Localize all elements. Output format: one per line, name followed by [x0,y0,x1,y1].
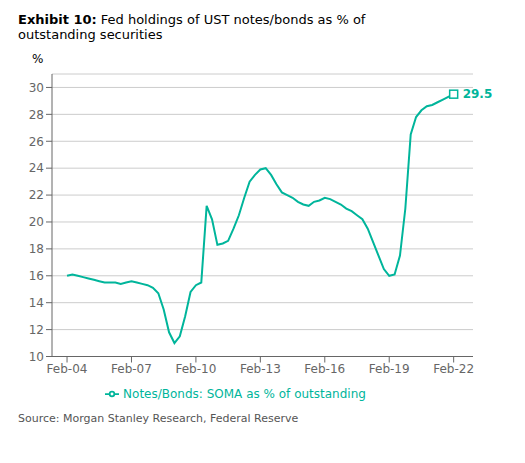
svg-text:26: 26 [29,135,44,149]
svg-text:30: 30 [29,81,44,95]
svg-text:20: 20 [29,215,44,229]
svg-text:10: 10 [29,350,44,364]
svg-text:16: 16 [29,269,44,283]
svg-text:Feb-07: Feb-07 [111,362,152,376]
svg-text:Feb-10: Feb-10 [175,362,216,376]
svg-text:29.5: 29.5 [463,87,493,101]
svg-text:Feb-22: Feb-22 [433,362,474,376]
svg-text:18: 18 [29,242,44,256]
svg-text:22: 22 [29,188,44,202]
svg-text:28: 28 [29,108,44,122]
html-text:Exhibit 10: Fed holdings of US: Exhibit 10: Fed holdings of UST notes/bo… [18,12,366,42]
svg-text:14: 14 [29,296,44,310]
html-text:Source: Morgan Stanley Researc: Source: Morgan Stanley Research, Federal… [18,412,299,425]
svg-text:12: 12 [29,323,44,337]
svg-text:Feb-19: Feb-19 [369,362,410,376]
svg-text:Feb-13: Feb-13 [240,362,281,376]
svg-text:Feb-04: Feb-04 [47,362,88,376]
svg-text:24: 24 [29,161,44,175]
svg-text:Feb-16: Feb-16 [304,362,345,376]
html-text:Notes/Bonds: SOMA as % of outs: Notes/Bonds: SOMA as % of outstanding [123,386,366,401]
